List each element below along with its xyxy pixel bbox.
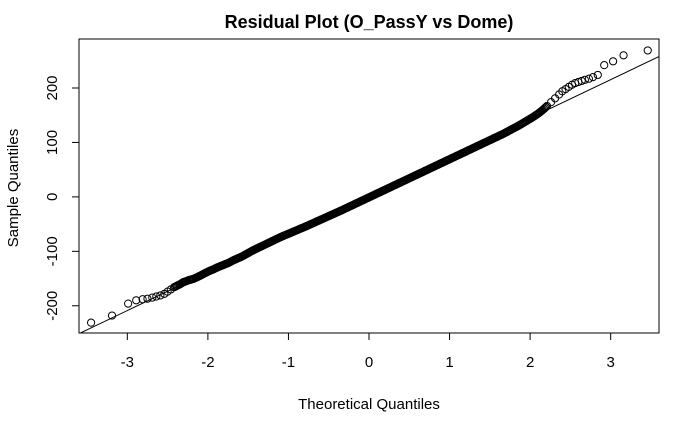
- x-axis: -3 -2 -1 0 1 2 3: [121, 332, 615, 371]
- x-tick-label: 3: [606, 354, 614, 371]
- chart-title: Residual Plot (O_PassY vs Dome): [225, 12, 514, 32]
- data-point: [107, 311, 117, 320]
- data-point: [540, 103, 550, 112]
- data-points: [86, 46, 652, 327]
- x-tick-label: 2: [526, 354, 534, 371]
- x-axis-label: Theoretical Quantiles: [298, 396, 440, 413]
- x-tick-label: -2: [201, 354, 214, 371]
- data-point: [593, 70, 602, 80]
- y-tick-label: -100: [44, 236, 61, 266]
- data-point: [608, 57, 618, 66]
- y-tick-label: -200: [44, 291, 61, 321]
- data-point: [541, 102, 551, 112]
- data-point: [600, 61, 609, 70]
- data-point: [584, 74, 594, 83]
- data-point: [132, 296, 141, 305]
- y-tick-label: 200: [44, 75, 61, 100]
- data-point: [124, 299, 133, 308]
- data-point: [152, 292, 161, 301]
- data-point: [143, 294, 152, 303]
- data-point: [588, 73, 598, 82]
- data-point: [580, 75, 589, 84]
- x-tick-label: 0: [365, 354, 373, 371]
- y-tick-label: 100: [44, 130, 61, 155]
- data-point: [643, 46, 652, 55]
- x-tick-label: 1: [445, 354, 453, 371]
- data-point: [148, 293, 157, 302]
- data-point: [539, 104, 549, 113]
- data-point: [138, 295, 147, 304]
- x-tick-label: -3: [121, 354, 134, 371]
- x-tick-label: -1: [282, 354, 295, 371]
- data-point: [619, 51, 628, 60]
- data-point: [86, 318, 96, 327]
- y-tick-label: 0: [44, 193, 61, 201]
- y-axis-label: Sample Quantiles: [5, 129, 22, 247]
- data-point: [156, 291, 165, 300]
- y-axis: -200 -100 0 100 200: [44, 75, 80, 321]
